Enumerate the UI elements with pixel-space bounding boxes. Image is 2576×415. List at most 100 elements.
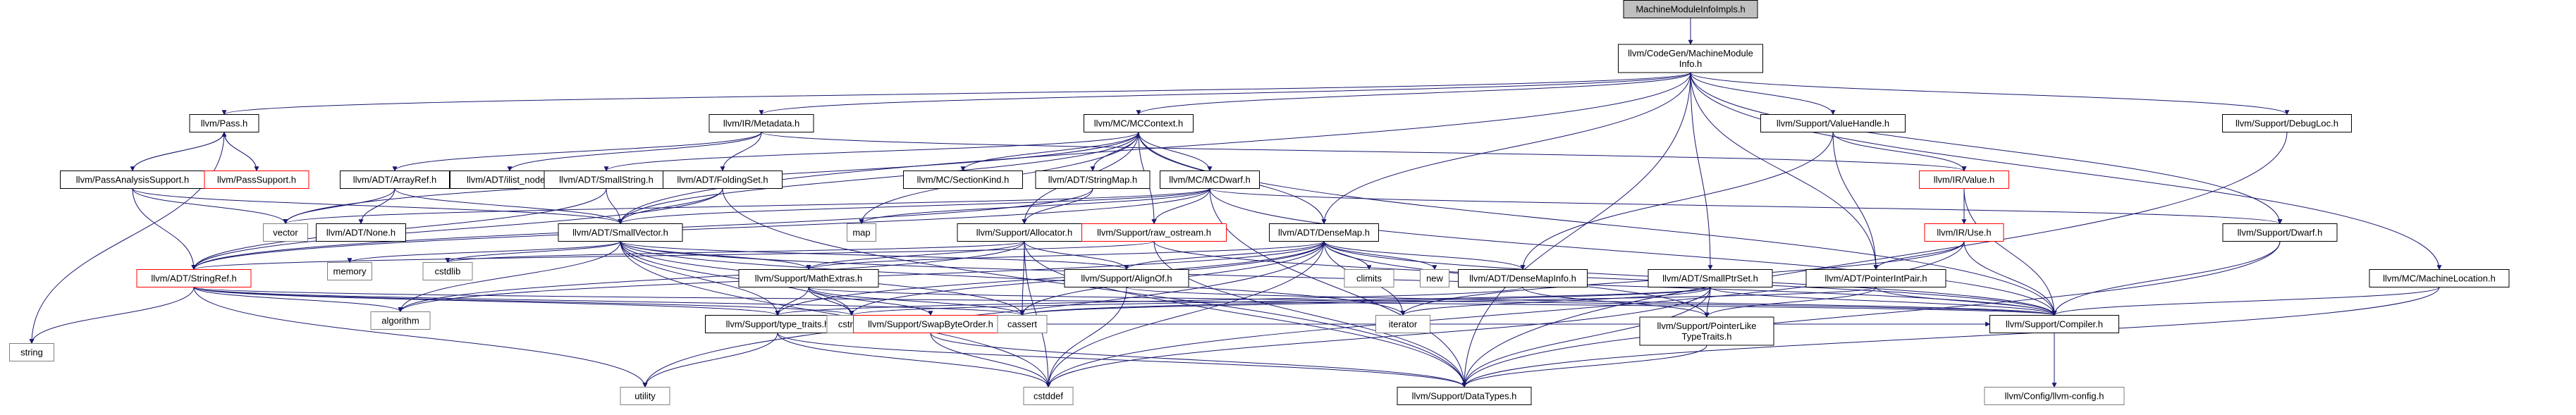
node-box xyxy=(2222,114,2352,132)
node-box xyxy=(2369,269,2510,287)
node-box xyxy=(1623,0,1758,18)
node-label: cassert xyxy=(1007,319,1037,330)
edge-pointerintpair-to-compiler xyxy=(1875,287,2057,316)
edge-smallvector-to-cstddef xyxy=(620,241,1051,388)
node-box xyxy=(1760,114,1906,132)
node-debugloc[interactable]: llvm/Support/DebugLoc.h xyxy=(2222,114,2352,132)
node-root[interactable]: MachineModuleInfoImpls.h xyxy=(1623,0,1758,18)
node-iruse[interactable]: llvm/IR/Use.h xyxy=(1924,223,2004,242)
node-label: llvm/ADT/FoldingSet.h xyxy=(677,175,768,185)
node-mmi[interactable]: llvm/CodeGen/MachineModuleInfo.h xyxy=(1618,44,1763,73)
node-passanalysis[interactable]: llvm/PassAnalysisSupport.h xyxy=(60,171,205,189)
edge-arrayref-to-vector xyxy=(283,188,395,225)
edge-foldingset-to-datatypes xyxy=(722,188,1467,388)
edge-iruse-to-pointerintpair xyxy=(1873,241,1965,271)
node-mathextras[interactable]: llvm/Support/MathExtras.h xyxy=(738,269,879,287)
node-memory: memory xyxy=(327,262,372,280)
edge-stringref-to-string xyxy=(29,287,195,345)
node-mcdwarf[interactable]: llvm/MC/MCDwarf.h xyxy=(1160,171,1260,189)
node-label: llvm/ADT/DenseMap.h xyxy=(1278,228,1370,238)
node-sectionkind[interactable]: llvm/MC/SectionKind.h xyxy=(903,171,1023,189)
node-iterator: iterator xyxy=(1375,315,1430,333)
node-smallptrset[interactable]: llvm/ADT/SmallPtrSet.h xyxy=(1648,269,1773,287)
edge-smallptrset-to-cstddef xyxy=(1045,287,1711,388)
edge-densemapinfo-to-typetraits xyxy=(775,287,1523,316)
edge-mccontext-to-smallvector xyxy=(618,132,1139,225)
node-mclocation[interactable]: llvm/MC/MachineLocation.h xyxy=(2369,269,2510,287)
node-stringmap[interactable]: llvm/ADT/StringMap.h xyxy=(1035,171,1151,189)
node-label: llvm/Support/raw_ostream.h xyxy=(1097,228,1211,238)
node-foldingset[interactable]: llvm/ADT/FoldingSet.h xyxy=(663,171,783,189)
node-compiler[interactable]: llvm/Support/Compiler.h xyxy=(1989,315,2119,333)
edge-valuehandle-to-irvalue xyxy=(1832,132,1967,172)
node-box xyxy=(136,269,252,287)
node-alignof[interactable]: llvm/Support/AlignOf.h xyxy=(1064,269,1189,287)
edge-smallvector-to-mathextras xyxy=(620,241,811,271)
node-mccontext[interactable]: llvm/MC/MCContext.h xyxy=(1084,114,1194,132)
edge-mcdwarf-to-stringref xyxy=(191,188,1210,271)
edge-stringref-to-cassert xyxy=(193,287,1025,316)
node-label: llvm/Support/ValueHandle.h xyxy=(1777,118,1889,129)
node-label: llvm/Pass.h xyxy=(201,118,247,129)
edge-mcdwarf-to-map xyxy=(859,188,1210,225)
node-box xyxy=(1084,114,1194,132)
edge-stringref-to-utility xyxy=(193,287,648,388)
edge-typetraits-to-utility xyxy=(642,333,778,388)
edge-smallvector-to-compiler xyxy=(620,241,2057,316)
node-box xyxy=(1081,223,1227,242)
node-label: llvm/IR/Value.h xyxy=(1934,175,1994,185)
node-typetraits[interactable]: llvm/Support/type_traits.h xyxy=(705,315,850,333)
edge-smallptrset-to-cassert xyxy=(1019,287,1711,316)
node-cstdlib: cstdlib xyxy=(422,262,473,280)
node-pointerintpair[interactable]: llvm/ADT/PointerIntPair.h xyxy=(1805,269,1946,287)
node-label: memory xyxy=(333,266,367,277)
node-label: llvm/IR/Metadata.h xyxy=(723,118,799,129)
node-box xyxy=(847,223,876,242)
node-box xyxy=(903,171,1023,189)
node-valuehandle[interactable]: llvm/Support/ValueHandle.h xyxy=(1760,114,1906,132)
node-rawostream[interactable]: llvm/Support/raw_ostream.h xyxy=(1081,223,1227,242)
node-irvalue[interactable]: llvm/IR/Value.h xyxy=(1919,171,2009,189)
node-smallstring[interactable]: llvm/ADT/SmallString.h xyxy=(544,171,669,189)
edge-mcdwarf-to-compiler xyxy=(1209,188,2057,316)
node-none[interactable]: llvm/ADT/None.h xyxy=(316,223,406,242)
node-metadata[interactable]: llvm/IR/Metadata.h xyxy=(709,114,814,132)
edge-dwarf-to-datatypes xyxy=(1461,241,2281,388)
edge-mathextras-to-swapbyteorder xyxy=(808,287,933,316)
edge-smallptrset-to-datatypes xyxy=(1461,287,1711,388)
node-densemap[interactable]: llvm/ADT/DenseMap.h xyxy=(1269,223,1379,242)
node-arrayref[interactable]: llvm/ADT/ArrayRef.h xyxy=(340,171,450,189)
node-pass[interactable]: llvm/Pass.h xyxy=(189,114,259,132)
node-box xyxy=(705,315,850,333)
edge-valuehandle-to-densemapinfo xyxy=(1520,132,1834,271)
node-stringref[interactable]: llvm/ADT/StringRef.h xyxy=(136,269,252,287)
node-smallvector[interactable]: llvm/ADT/SmallVector.h xyxy=(558,223,683,242)
edge-stringmap-to-allocator xyxy=(1022,188,1093,225)
node-swapbyteorder[interactable]: llvm/Support/SwapByteOrder.h xyxy=(853,315,1008,333)
node-new: new xyxy=(1420,269,1449,287)
node-label: llvm/MC/SectionKind.h xyxy=(917,175,1010,185)
edge-mccontext-to-smallstring xyxy=(603,132,1139,172)
node-passsupport[interactable]: llvm/PassSupport.h xyxy=(204,171,309,189)
node-dwarf[interactable]: llvm/Support/Dwarf.h xyxy=(2222,223,2338,242)
node-label: llvm/IR/Use.h xyxy=(1937,228,1991,238)
node-box xyxy=(189,114,259,132)
edge-stringref-to-typetraits xyxy=(193,287,780,316)
node-datatypes[interactable]: llvm/Support/DataTypes.h xyxy=(1397,387,1532,405)
node-label: llvm/Support/DebugLoc.h xyxy=(2235,118,2338,129)
node-densemapinfo[interactable]: llvm/ADT/DenseMapInfo.h xyxy=(1458,269,1588,287)
edge-smallptrset-to-compiler xyxy=(1710,287,2057,316)
node-box xyxy=(1064,269,1189,287)
node-box xyxy=(663,171,783,189)
node-label: llvm/Support/Dwarf.h xyxy=(2238,228,2323,238)
edge-metadata-to-irvalue xyxy=(761,132,1967,172)
node-allocator[interactable]: llvm/Support/Allocator.h xyxy=(957,223,1092,242)
node-label: llvm/ADT/ilist_node.h xyxy=(467,175,553,185)
edge-mmi-to-debugloc xyxy=(1690,72,2290,116)
node-box xyxy=(1269,223,1379,242)
node-label: llvm/Support/DataTypes.h xyxy=(1412,391,1517,402)
node-label: map xyxy=(852,228,870,238)
edge-densemap-to-climits xyxy=(1323,241,1372,271)
node-label: new xyxy=(1426,273,1443,284)
